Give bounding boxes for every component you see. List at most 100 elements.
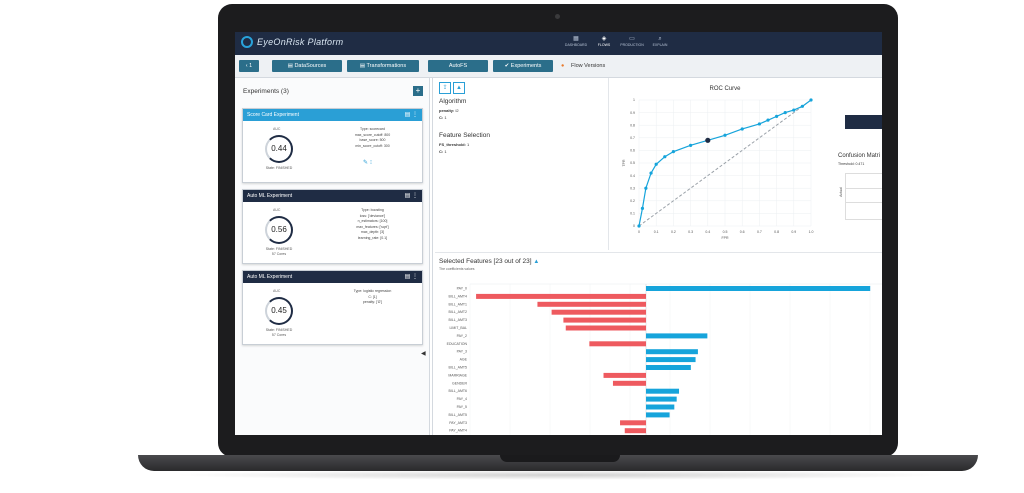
autofs-button[interactable]: AutoFS [428, 60, 488, 72]
feature-bar[interactable] [551, 309, 646, 315]
roc-point[interactable] [663, 155, 667, 159]
feature-bar[interactable] [565, 325, 646, 331]
roc-point[interactable] [757, 122, 761, 126]
roc-point[interactable] [640, 206, 645, 210]
topnav-icon: ▭ [629, 36, 635, 42]
features-chart: PAY_0 BILL_AMT4 BILL_AMT1 BILL_AMT2 BILL_AMT… [447, 283, 882, 435]
experiment-card[interactable]: Auto ML Experiment ▤ ⋮ AUC 0.56 State: FINIS… [242, 189, 423, 264]
feature-bar[interactable] [646, 404, 675, 410]
feature-bar[interactable] [589, 341, 646, 347]
experiments-panel: Experiments (3) + Score Card Experiment ▤… [235, 78, 430, 435]
topnav-item-production[interactable]: ▭ PRODUCTION [620, 35, 644, 48]
feature-bar[interactable] [624, 428, 646, 434]
experiment-card-header[interactable]: Auto ML Experiment ▤ ⋮ [243, 190, 422, 202]
roc-point[interactable] [637, 224, 641, 228]
experiment-card[interactable]: Score Card Experiment ▤ ⋮ AUC 0.44 State: FI… [242, 108, 423, 183]
feature-bar[interactable] [646, 396, 677, 402]
confusion-title: Confusion Matri [838, 153, 881, 159]
export-icon[interactable]: ⇪ [439, 82, 451, 94]
auc-label: AUC [273, 127, 281, 131]
feature-label: PAY_AMT4 [449, 429, 467, 433]
add-experiment-button[interactable]: + [413, 86, 423, 96]
roc-point[interactable] [740, 127, 744, 131]
actual-label: Actual [838, 187, 843, 197]
warning-icon[interactable]: ▲ [453, 82, 465, 94]
feature-bar[interactable] [646, 349, 698, 355]
roc-threshold-point[interactable] [705, 137, 711, 143]
topnav-item-explain[interactable]: ⌕ EXPLAIN [649, 35, 671, 48]
feature-bar[interactable] [646, 286, 871, 291]
card-actions[interactable]: ✎ ⫶⫶ [363, 159, 372, 166]
experiment-param: learning_rate: [0.1] [357, 235, 388, 240]
algorithm-param: C: 1 [439, 115, 447, 120]
topnav-label: PRODUCTION [620, 43, 644, 47]
experiment-card-header[interactable]: Score Card Experiment ▤ ⋮ [243, 109, 422, 121]
roc-x-tick: 1.0 [809, 230, 814, 234]
feature-label: BILL_AMT5 [449, 413, 468, 417]
topnav-icon: ▦ [573, 36, 579, 42]
feature-selection-title: Feature Selection [439, 132, 490, 139]
roc-y-tick: 0.1 [630, 212, 635, 216]
roc-point[interactable] [809, 98, 813, 102]
topnav-item-dashboard[interactable]: ▦ DASHBOARD [565, 35, 587, 48]
feature-label: PAY_AMT3 [449, 421, 467, 425]
roc-point[interactable] [654, 162, 658, 166]
roc-point[interactable] [792, 108, 796, 112]
confusion-threshold: Threshold: 0.471 [838, 162, 865, 166]
feature-bar[interactable] [646, 333, 708, 339]
roc-point[interactable] [644, 186, 648, 190]
feature-bar[interactable] [646, 365, 691, 370]
experiment-state: State: FINISHED [265, 166, 293, 170]
roc-x-tick: 0.6 [740, 230, 745, 234]
flow-versions-link[interactable]: Flow Versions [571, 63, 606, 69]
feature-bar[interactable] [612, 380, 646, 386]
topnav-item-flows[interactable]: ◈ FLOWS [593, 35, 615, 48]
roc-point[interactable] [649, 171, 653, 175]
roc-x-tick: 0.5 [723, 230, 728, 234]
experiment-param: Type: logistic regression [353, 289, 392, 293]
feature-bar[interactable] [476, 293, 646, 299]
auc-label: AUC [273, 208, 281, 212]
experiment-card[interactable]: Auto ML Experiment ▤ ⋮ AUC 0.45 State: FINIS… [242, 270, 423, 345]
roc-point[interactable] [689, 143, 693, 147]
feature-label: LIMIT_BAL [449, 326, 467, 330]
roc-point[interactable] [783, 111, 787, 115]
roc-point[interactable] [671, 150, 675, 154]
back-button[interactable]: ‹ 1 [239, 60, 259, 72]
topnav-icon: ⌕ [658, 36, 662, 42]
feature-bar[interactable] [563, 317, 646, 323]
experiments-button[interactable]: ✔ Experiments [493, 60, 553, 72]
feature-bar[interactable] [537, 301, 646, 307]
feature-bar[interactable] [646, 388, 680, 394]
roc-y-tick: 0.3 [630, 186, 635, 190]
collapse-panel-icon[interactable]: ◀ [421, 351, 426, 357]
feature-bar[interactable] [620, 420, 646, 426]
topnav-icon: ◈ [601, 36, 607, 42]
roc-point[interactable] [800, 104, 804, 108]
feature-label: EDUCATION [447, 342, 468, 346]
laptop-notch [500, 455, 620, 462]
experiment-card-header[interactable]: Auto ML Experiment ▤ ⋮ [243, 271, 422, 283]
roc-point[interactable] [723, 133, 727, 137]
feature-bar[interactable] [603, 372, 646, 378]
transformations-button[interactable]: ▤ Transformations [347, 60, 419, 72]
roc-x-tick: 0.3 [688, 230, 693, 234]
app-title: EyeOnRisk Platform [257, 37, 344, 47]
confusion-panel: Confusion Matri Threshold: 0.471 Actual [832, 78, 882, 250]
feature-bar[interactable] [646, 357, 696, 363]
roc-point[interactable] [766, 118, 770, 122]
feature-label: PAY_5 [457, 405, 467, 409]
more-icon[interactable]: ▤ ⋮ [404, 193, 418, 199]
edit-icon[interactable]: ✎ [363, 160, 369, 166]
download-icon[interactable]: ▲ [533, 259, 540, 265]
feature-label: BILL_AMT5 [449, 366, 468, 370]
app-logo[interactable]: EyeOnRisk Platform [241, 36, 343, 48]
confusion-grid [845, 173, 882, 220]
roc-point[interactable] [775, 114, 779, 118]
datasources-button[interactable]: ▤ DataSources [272, 60, 342, 72]
feature-label: BILL_AMT6 [449, 389, 468, 393]
more-icon[interactable]: ▤ ⋮ [404, 274, 418, 280]
chart-icon[interactable]: ⫶⫶ [369, 160, 373, 166]
more-icon[interactable]: ▤ ⋮ [404, 112, 418, 118]
feature-bar[interactable] [646, 412, 670, 418]
